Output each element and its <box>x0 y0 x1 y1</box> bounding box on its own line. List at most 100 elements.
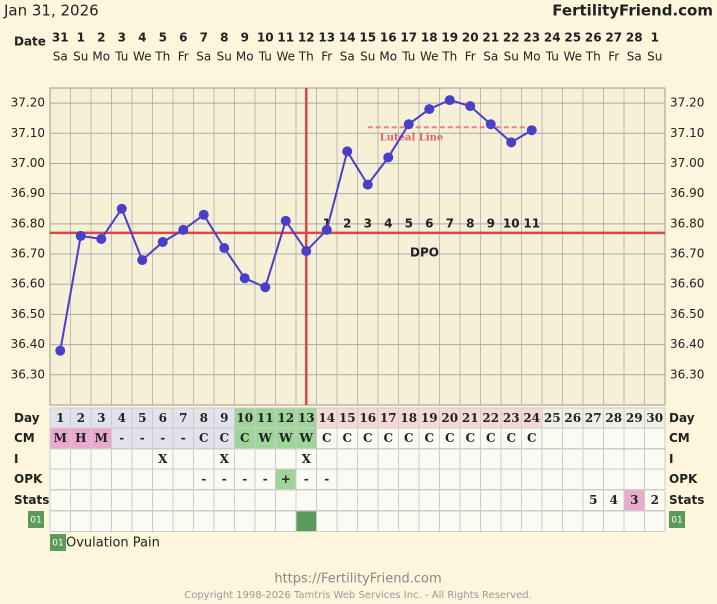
table-cell <box>521 448 543 470</box>
table-value: 14 <box>318 411 335 425</box>
symptom-cell <box>111 510 133 532</box>
symptom-cell <box>70 510 92 532</box>
symptom-cell <box>213 510 235 532</box>
x-tick-label: 12 <box>298 31 315 45</box>
row-label-right: Stats <box>669 493 704 507</box>
table-value: 23 <box>503 411 520 425</box>
table-value: C <box>527 431 537 445</box>
symptom-cell <box>193 510 215 532</box>
y-tick-label: 36.30 <box>11 367 45 381</box>
x-tick-label: 1 <box>77 31 85 45</box>
table-value: 6 <box>159 411 167 425</box>
weekday-label: Mo <box>236 50 254 64</box>
weekday-label: Sa <box>196 50 211 64</box>
y-tick-label: 36.40 <box>11 337 45 351</box>
x-tick-label: 2 <box>97 31 105 45</box>
dpo-label: 7 <box>446 217 454 231</box>
y-tick-label-right: 36.80 <box>670 216 704 230</box>
site-name: FertilityFriend.com <box>552 2 713 20</box>
table-cell <box>111 468 133 490</box>
table-cell <box>377 468 399 490</box>
table-cell <box>131 489 153 511</box>
table-cell <box>500 489 522 511</box>
table-cell <box>131 468 153 490</box>
table-cell <box>131 448 153 470</box>
table-value: 10 <box>236 411 253 425</box>
symptom-cell <box>336 510 358 532</box>
table-cell <box>582 468 604 490</box>
table-value: 4 <box>118 411 126 425</box>
dpo-label: 11 <box>523 217 540 231</box>
weekday-label: We <box>420 50 439 64</box>
table-value: X <box>158 452 168 466</box>
row-label-right: Day <box>669 411 695 425</box>
temperature-point <box>403 119 414 130</box>
table-cell <box>377 448 399 470</box>
row-label: Stats <box>14 493 49 507</box>
table-value: 1 <box>56 411 64 425</box>
table-value: 8 <box>200 411 208 425</box>
table-cell <box>500 468 522 490</box>
weekday-label: Mo <box>92 50 110 64</box>
temperature-point <box>137 255 148 266</box>
table-value: - <box>160 431 165 445</box>
row-label-right: I <box>669 452 673 466</box>
row-label-right: OPK <box>669 472 698 486</box>
table-cell <box>70 448 92 470</box>
table-value: 17 <box>380 411 397 425</box>
x-tick-label: 26 <box>585 31 602 45</box>
table-value: 7 <box>179 411 187 425</box>
y-tick-label-right: 36.30 <box>670 367 704 381</box>
table-value: C <box>465 431 475 445</box>
temperature-point <box>178 224 189 235</box>
table-value: 2 <box>651 493 659 507</box>
temperature-point <box>157 236 168 247</box>
table-cell <box>275 489 297 511</box>
x-tick-label: 22 <box>503 31 520 45</box>
table-cell <box>623 468 645 490</box>
weekday-label: Th <box>154 50 170 64</box>
legend-code: 01 <box>30 516 41 526</box>
temperature-point <box>239 273 250 284</box>
table-value: C <box>424 431 434 445</box>
table-value: - <box>140 431 145 445</box>
y-tick-label-right: 36.40 <box>670 337 704 351</box>
table-value: X <box>220 452 230 466</box>
table-value: - <box>181 431 186 445</box>
table-value: - <box>242 472 247 486</box>
table-cell <box>623 427 645 449</box>
table-cell <box>480 448 502 470</box>
legend-swatch <box>50 534 66 551</box>
table-cell <box>418 489 440 511</box>
table-value: C <box>404 431 414 445</box>
weekday-label: Sa <box>483 50 498 64</box>
symptom-cell <box>582 510 604 532</box>
footer-url: https://FertilityFriend.com <box>274 572 441 587</box>
weekday-label: Su <box>360 50 375 64</box>
table-value: W <box>258 431 273 445</box>
x-tick-label: 20 <box>462 31 479 45</box>
table-cell <box>254 489 276 511</box>
weekday-label: We <box>133 50 152 64</box>
x-tick-label: 11 <box>277 31 294 45</box>
dpo-label: 5 <box>405 217 413 231</box>
dpo-label: 3 <box>364 217 372 231</box>
table-cell <box>111 489 133 511</box>
y-tick-label: 36.60 <box>11 277 45 291</box>
table-cell <box>562 468 584 490</box>
row-label-right: CM <box>669 431 690 445</box>
legend-code: 01 <box>52 539 63 549</box>
table-cell <box>254 448 276 470</box>
x-tick-label: 27 <box>605 31 622 45</box>
symptom-cell <box>521 510 543 532</box>
x-tick-label: 25 <box>564 31 581 45</box>
table-cell <box>49 489 71 511</box>
y-tick-label: 37.20 <box>11 96 45 110</box>
y-tick-label: 37.10 <box>11 126 45 140</box>
table-cell <box>521 468 543 490</box>
table-cell <box>49 448 71 470</box>
table-cell <box>562 489 584 511</box>
symptom-cell <box>459 510 481 532</box>
table-cell <box>336 468 358 490</box>
table-cell <box>603 468 625 490</box>
